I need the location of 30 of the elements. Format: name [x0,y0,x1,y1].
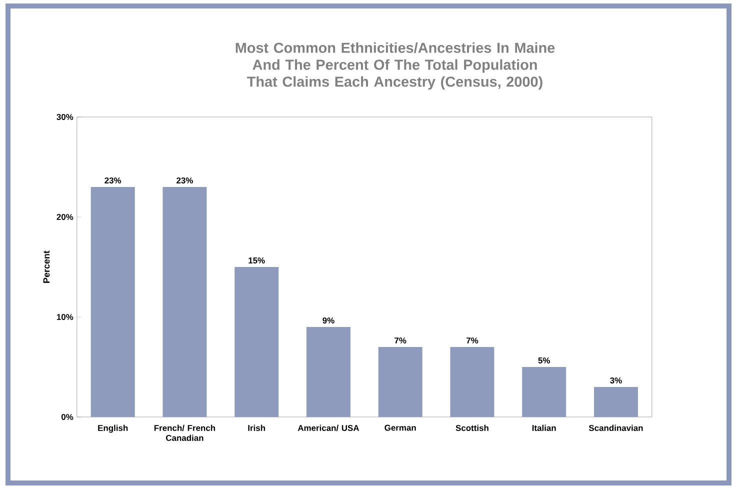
data-label: 3% [610,377,622,384]
x-tick-label: Scottish [456,424,488,431]
x-tick-label: American/ USA [298,424,360,432]
data-label: 15% [248,257,265,264]
bar [90,186,135,417]
bar [594,386,638,417]
data-label: 5% [538,357,550,364]
data-label: 9% [322,317,334,324]
data-label: 7% [466,338,478,344]
y-tick-label: 0% [61,414,74,420]
bar [234,266,279,417]
bar [450,346,494,417]
x-tick-label: English [98,424,128,433]
bar [162,186,207,417]
data-label: 7% [394,338,406,344]
y-tick-label: 30% [56,114,74,120]
data-label: 23% [176,177,193,184]
y-tick-label: 10% [56,314,74,320]
x-tick-label: German [384,424,416,431]
data-label: 23% [104,177,122,184]
y-tick-label: 20% [56,214,74,220]
chart-title: Most Common Ethnicities/Ancestries In Maine And The Percent Of The Total Population That Claims Each Ancestry (Census, 2000) [236,42,555,90]
x-tick-label: Scandinavian [588,424,643,431]
x-tick-label: Irish [248,424,266,431]
x-tick-label: Italian [532,424,556,431]
y-axis-title: Percent [43,250,50,283]
x-tick-label: French/ French Canadian [154,424,216,441]
bar [522,366,566,417]
bar [306,326,350,417]
bar [378,346,422,417]
